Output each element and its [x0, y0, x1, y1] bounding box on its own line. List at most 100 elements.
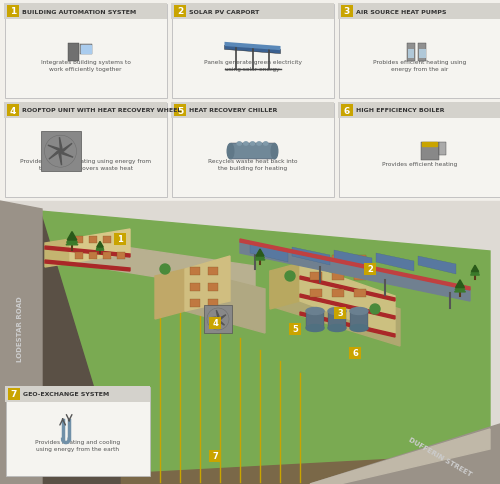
Polygon shape [256, 249, 264, 257]
Text: 6: 6 [344, 106, 350, 115]
Polygon shape [49, 152, 60, 160]
Polygon shape [66, 236, 78, 243]
Text: BUILDING AUTOMATION SYSTEM: BUILDING AUTOMATION SYSTEM [22, 10, 136, 15]
Ellipse shape [306, 325, 324, 332]
FancyBboxPatch shape [4, 103, 166, 197]
Polygon shape [48, 146, 60, 152]
Polygon shape [255, 257, 265, 260]
Ellipse shape [350, 325, 368, 332]
Bar [354, 256, 366, 263]
Text: 3: 3 [337, 309, 343, 318]
Ellipse shape [271, 144, 278, 160]
Text: HEAT RECOVERY CHILLER: HEAT RECOVERY CHILLER [189, 108, 278, 113]
Bar [418, 44, 426, 62]
Bar [354, 272, 366, 280]
Polygon shape [218, 315, 226, 319]
Polygon shape [470, 272, 480, 275]
FancyBboxPatch shape [172, 103, 334, 197]
Text: 1: 1 [117, 235, 123, 244]
Text: 5: 5 [177, 106, 183, 115]
Polygon shape [472, 266, 478, 272]
Polygon shape [96, 247, 104, 251]
Bar [408, 49, 414, 59]
Text: DUFFERIN STREET: DUFFERIN STREET [408, 436, 472, 477]
Polygon shape [209, 318, 218, 319]
Bar [190, 300, 200, 307]
Bar [208, 284, 218, 291]
Text: LODESTAR ROAD: LODESTAR ROAD [17, 296, 23, 362]
Bar [7, 6, 19, 18]
Bar [310, 256, 322, 263]
Bar [89, 237, 97, 243]
Polygon shape [455, 284, 465, 290]
Bar [8, 388, 20, 400]
FancyBboxPatch shape [338, 4, 500, 98]
FancyBboxPatch shape [4, 4, 166, 98]
Polygon shape [40, 212, 120, 484]
Polygon shape [471, 269, 479, 274]
Bar [204, 305, 232, 333]
Polygon shape [66, 241, 78, 245]
Polygon shape [60, 144, 72, 152]
Circle shape [160, 264, 170, 274]
Ellipse shape [250, 142, 254, 146]
Bar [406, 44, 414, 62]
Bar [354, 289, 366, 297]
Text: 4: 4 [10, 106, 16, 115]
Ellipse shape [328, 325, 346, 332]
Bar [4, 103, 167, 119]
Polygon shape [214, 319, 218, 328]
Ellipse shape [328, 308, 346, 315]
Text: GEO-EXCHANGE SYSTEM: GEO-EXCHANGE SYSTEM [23, 392, 110, 397]
Polygon shape [45, 260, 130, 272]
Bar [7, 105, 19, 117]
Polygon shape [376, 254, 414, 272]
Polygon shape [155, 270, 185, 319]
Bar [338, 4, 500, 20]
Polygon shape [120, 454, 490, 484]
Bar [349, 348, 361, 359]
Bar [40, 132, 80, 172]
Bar [419, 49, 426, 59]
Text: 3: 3 [344, 7, 350, 16]
FancyBboxPatch shape [6, 387, 150, 475]
Polygon shape [270, 272, 400, 346]
Ellipse shape [264, 142, 268, 146]
Bar [171, 4, 334, 20]
Polygon shape [240, 242, 470, 302]
Bar [174, 105, 186, 117]
Text: 2: 2 [177, 7, 183, 16]
Bar [420, 143, 438, 161]
Bar [81, 46, 91, 54]
Text: 2: 2 [367, 265, 373, 274]
Polygon shape [45, 246, 130, 257]
Bar [103, 253, 111, 259]
Polygon shape [0, 201, 42, 484]
Bar [334, 307, 346, 319]
Polygon shape [454, 288, 466, 292]
Bar [332, 272, 344, 280]
Bar [310, 272, 322, 280]
Polygon shape [224, 46, 280, 55]
Polygon shape [67, 232, 77, 241]
Polygon shape [70, 229, 130, 263]
Text: 4: 4 [212, 319, 218, 328]
Bar [114, 233, 126, 245]
Bar [0, 201, 500, 484]
Bar [80, 45, 92, 55]
Bar [190, 284, 200, 291]
Polygon shape [334, 251, 372, 269]
Polygon shape [97, 242, 103, 247]
Polygon shape [45, 240, 70, 268]
Bar [209, 450, 221, 462]
Bar [332, 289, 344, 297]
Bar [289, 323, 301, 335]
Bar [5, 386, 150, 402]
Bar [68, 44, 78, 62]
Polygon shape [300, 312, 395, 337]
Text: Provides efficient heating using energy from
the air and recovers waste heat: Provides efficient heating using energy … [20, 158, 151, 171]
Polygon shape [310, 429, 490, 484]
Text: Provides efficient heating: Provides efficient heating [382, 162, 457, 167]
Polygon shape [59, 152, 62, 166]
Polygon shape [185, 270, 265, 333]
